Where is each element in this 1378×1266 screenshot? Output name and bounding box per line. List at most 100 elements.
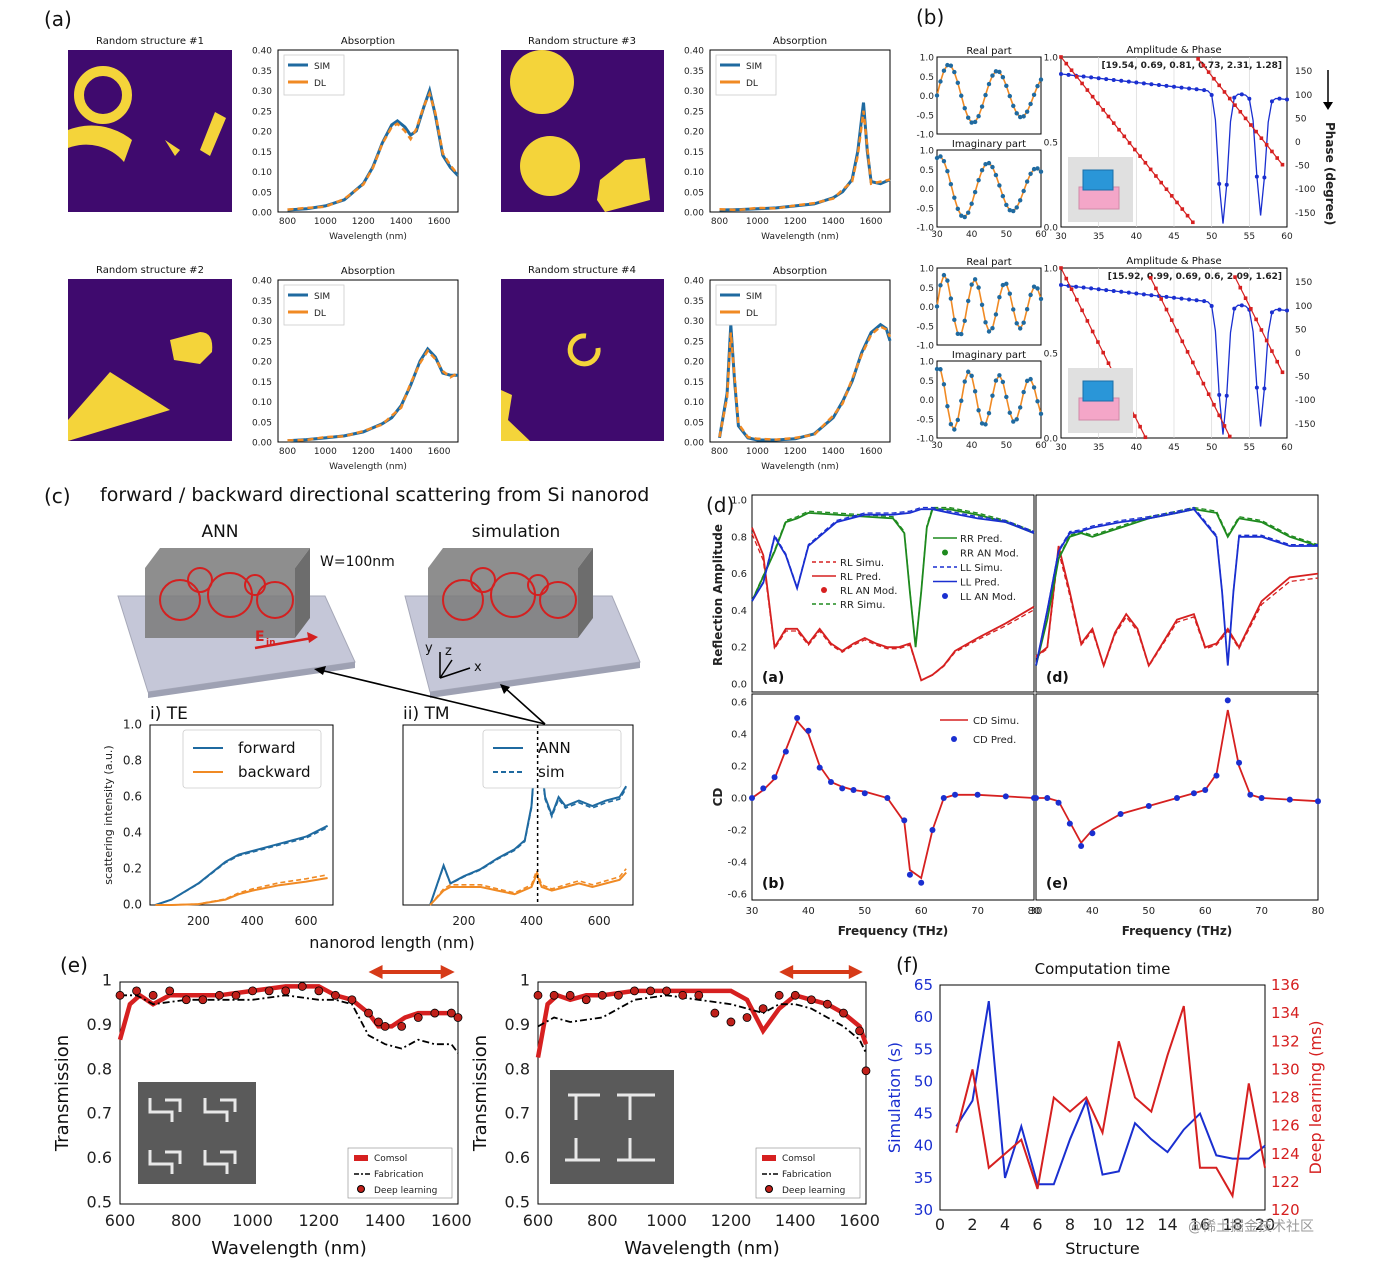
sem-feature	[617, 1093, 655, 1120]
y-tick-label: 0.00	[252, 439, 272, 449]
x-tick-label: 1600	[860, 217, 883, 227]
legend-label: RR Pred.	[960, 534, 1003, 545]
left-axis-title: Simulation (s)	[885, 1042, 904, 1153]
y-tick-label: 0.40	[684, 277, 704, 287]
y-tick-label: 0.10	[252, 398, 272, 408]
x-axis-title: Wavelength (nm)	[329, 462, 407, 472]
amplitude-point	[1126, 290, 1131, 295]
y-tick-label: 0.0	[731, 794, 747, 805]
ein-arrow	[254, 636, 313, 650]
inset-block	[1082, 169, 1114, 191]
phase-tick-label: -50	[1295, 162, 1310, 172]
y-tick-label: 0.5	[1044, 139, 1058, 149]
cd-pred-point	[918, 879, 925, 886]
phase-point	[1222, 90, 1227, 94]
data-point	[1004, 202, 1009, 208]
panel-b: Real part 1.0 0.5 0.0 -0.5 -1.0 Imaginary part…	[916, 45, 1337, 453]
amplitude-point	[1277, 307, 1282, 312]
x-tick-label: 20	[1255, 1215, 1275, 1234]
plot-frame	[402, 724, 634, 906]
heart-shape	[170, 332, 213, 364]
data-point	[1000, 379, 1006, 385]
data-point	[966, 115, 971, 120]
random-structure-2: Random structure #2	[68, 265, 232, 441]
y-tick-label: 0.15	[684, 378, 704, 388]
amplitude-point	[1081, 285, 1086, 290]
data-point	[966, 369, 971, 374]
amplitude-point	[1059, 72, 1063, 76]
x-tick-label: 1200	[711, 1211, 752, 1230]
data-point	[983, 92, 988, 98]
data-point	[948, 421, 954, 427]
panel-label-f: (f)	[896, 953, 919, 977]
data-point	[1004, 394, 1009, 400]
y-tick-label: 0.15	[252, 148, 272, 158]
phase-point	[1196, 57, 1200, 61]
data-point	[1024, 307, 1030, 312]
axes-triad	[439, 652, 471, 679]
cd-pred-point	[1315, 798, 1321, 805]
right-tick-label: 122	[1271, 1173, 1300, 1191]
deep-learning-point	[264, 986, 274, 996]
deep-learning-point	[806, 995, 816, 1005]
x-tick-label: 60	[1281, 443, 1293, 453]
phase-tick-label: -50	[1295, 373, 1310, 383]
phase-line	[1150, 277, 1231, 437]
plot-title: Computation time	[1035, 960, 1171, 978]
x-tick-label: 1600	[428, 447, 451, 457]
amplitude-point	[1126, 79, 1131, 84]
panel-d: 0.0 0.2 0.4 0.6 0.8 1.0 (a) (d) 0.6 0.4 0.2 0.0 -0.2…	[711, 494, 1325, 938]
y-tick-label: 0.0	[920, 92, 935, 102]
y-tick-label: 0.5	[920, 284, 934, 294]
x-axis-title: Structure	[1065, 1239, 1139, 1258]
left-tick-label: 40	[914, 1137, 933, 1155]
phase-point	[1169, 194, 1174, 198]
data-point	[1007, 93, 1012, 99]
data-point	[1035, 83, 1040, 89]
deep-learning-point	[823, 999, 832, 1009]
x-tick-label: 600	[588, 914, 611, 928]
deep-learning-point	[774, 990, 784, 1000]
sub-label: (d)	[1046, 670, 1069, 686]
data-point	[959, 331, 964, 337]
deep-learning-point	[613, 990, 623, 1000]
small-plot-frame	[936, 149, 1042, 228]
phase-point	[1201, 63, 1206, 68]
phase-point	[1280, 370, 1285, 375]
deep-learning-point	[314, 986, 324, 996]
data-point	[979, 168, 985, 173]
phase-point	[1254, 317, 1258, 322]
y-tick-label: 0.6	[731, 698, 747, 709]
fabrication-line	[120, 994, 459, 1054]
y-tick-label: -0.5	[916, 322, 934, 332]
y-tick-label: 0.7	[505, 1104, 530, 1123]
y-axis-title: Transmission	[52, 1035, 73, 1152]
cd-pred-point	[794, 715, 801, 721]
x-tick-label: 60	[915, 906, 928, 917]
plot-title: i) TE	[150, 704, 188, 724]
y-tick-label: 0.0	[1044, 224, 1059, 234]
phase-point	[1243, 296, 1248, 301]
deep-learning-point	[364, 1008, 373, 1018]
phase-point	[1059, 55, 1063, 59]
deep-learning-point	[549, 990, 559, 1000]
amplitude-point	[1269, 99, 1274, 104]
x-tick-label: 1600	[428, 217, 451, 227]
phase-tick-label: 100	[1295, 91, 1312, 101]
right-tick-label: 134	[1271, 1004, 1300, 1022]
amplitude-point	[1141, 81, 1146, 86]
y-tick-label: 0.8	[87, 1059, 112, 1078]
x-tick-label: 55	[1244, 443, 1255, 453]
amplitude-point	[1111, 77, 1116, 82]
phase-point	[1096, 101, 1100, 106]
data-point	[969, 201, 974, 206]
x-tick-label: 80	[1312, 906, 1325, 917]
data-point	[969, 282, 974, 287]
bar-shape	[200, 112, 226, 156]
small-plot-title: Imaginary part	[952, 139, 1026, 150]
data-point	[1021, 320, 1026, 325]
x-tick-label: 800	[711, 447, 728, 457]
data-point	[1000, 75, 1006, 80]
deep-learning-point	[861, 1066, 871, 1076]
data-point	[959, 398, 964, 403]
